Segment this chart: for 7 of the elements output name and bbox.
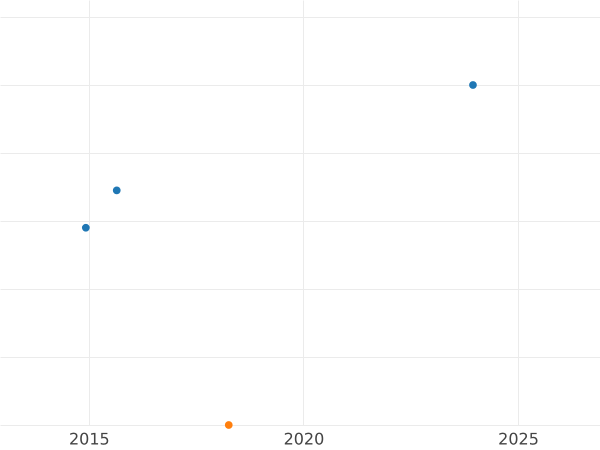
point <box>469 81 477 89</box>
point <box>224 421 233 429</box>
x-tick-label: 2015 <box>68 430 110 448</box>
point <box>82 224 90 232</box>
x-tick-label: 2020 <box>284 430 324 448</box>
x-tick-label: 2025 <box>498 430 539 448</box>
point <box>112 186 121 194</box>
